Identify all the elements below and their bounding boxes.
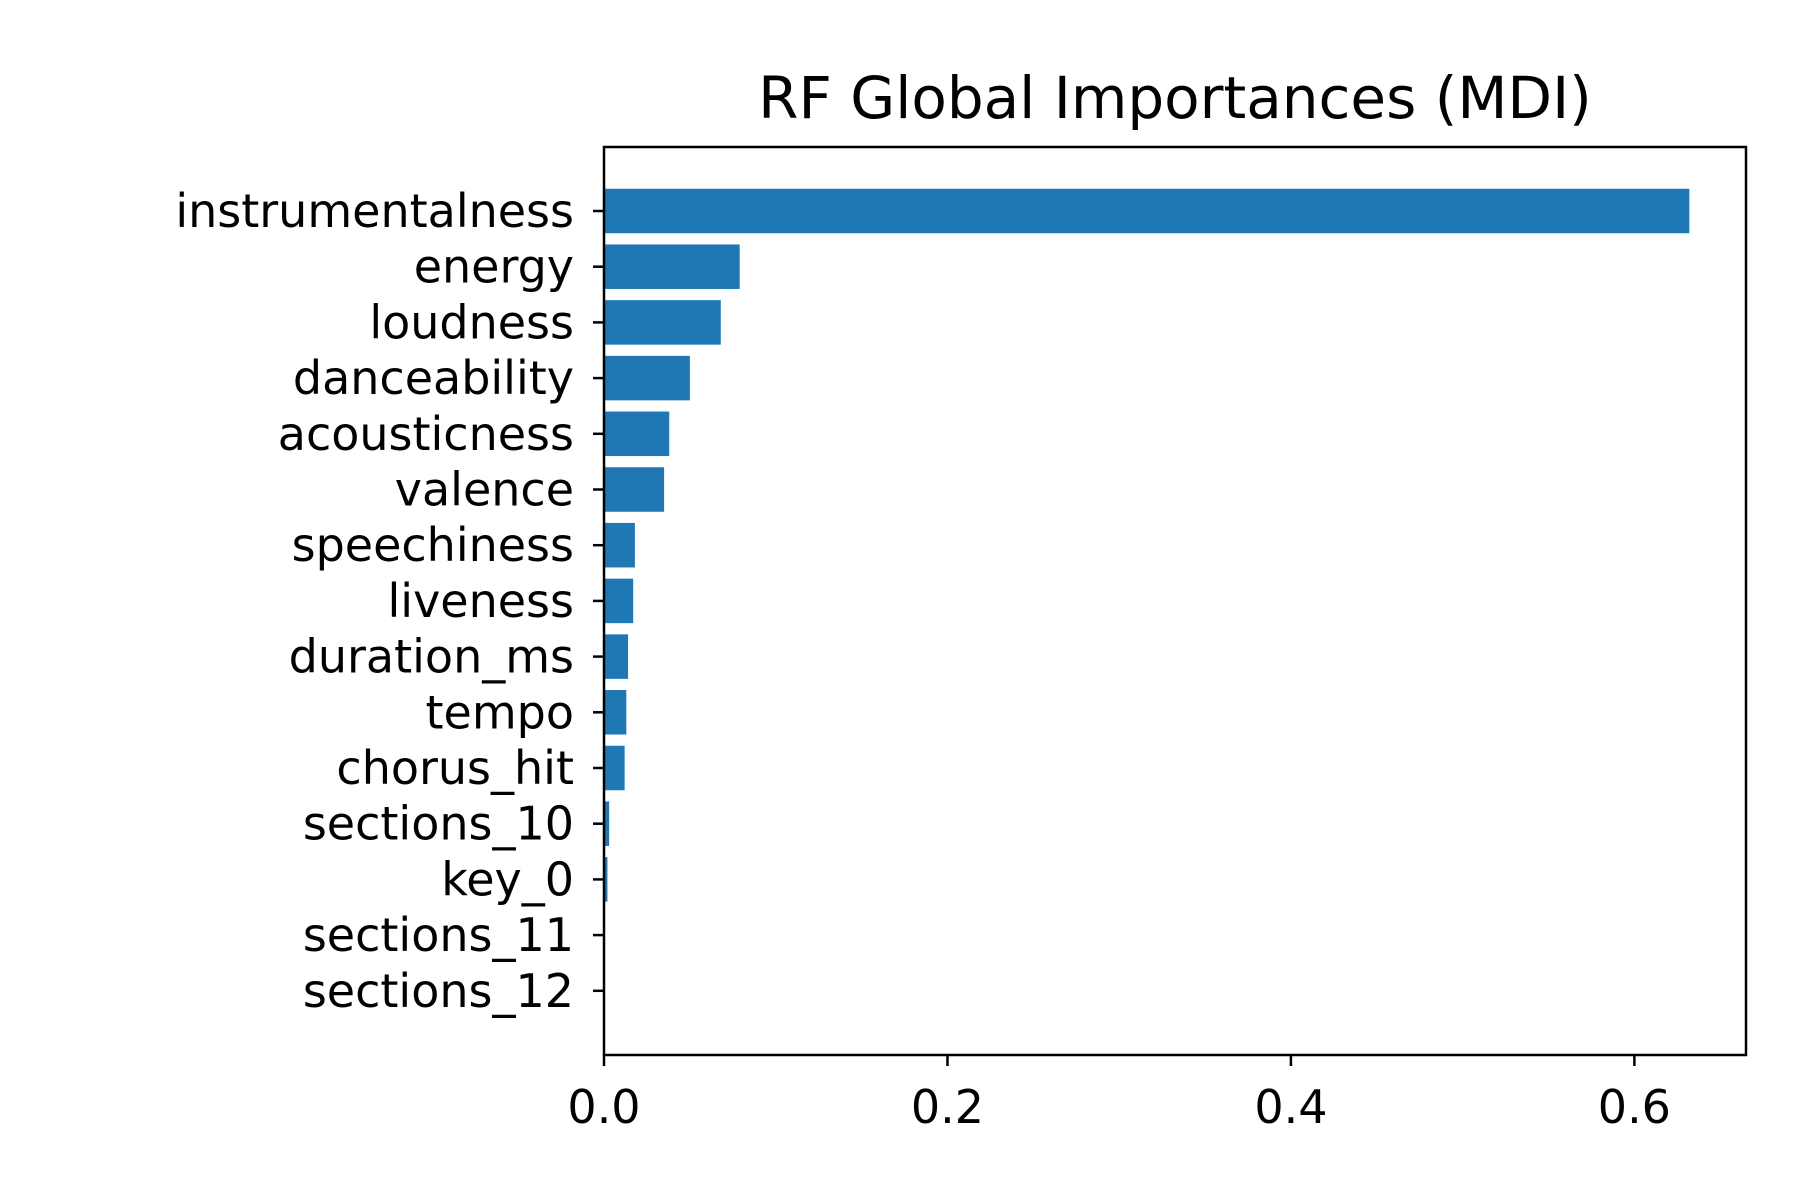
y-tick-label: speechiness	[292, 518, 574, 572]
y-tick-label: energy	[414, 240, 574, 294]
y-tick-label: liveness	[388, 574, 574, 628]
y-tick-label: acousticness	[278, 407, 574, 461]
y-tick-label: chorus_hit	[336, 741, 574, 795]
x-axis-ticks: 0.0 0.2 0.4 0.6	[567, 1055, 1671, 1134]
y-tick-label: valence	[395, 463, 574, 517]
bar-tempo	[604, 690, 627, 735]
x-tick-label: 0.4	[1254, 1080, 1327, 1134]
plot-frame	[602, 145, 1748, 1057]
bar-energy	[604, 244, 740, 289]
y-tick-label: key_0	[441, 852, 574, 906]
y-tick-label: instrumentalness	[175, 184, 574, 238]
y-tick-label: sections_12	[303, 964, 574, 1018]
y-tick-label: loudness	[369, 295, 574, 349]
y-tick-label: danceability	[293, 351, 574, 405]
bar-liveness	[604, 578, 634, 624]
bar-sections-10	[604, 801, 610, 846]
bar-speechiness	[604, 522, 635, 568]
bars-layer	[604, 188, 1690, 1014]
bar-loudness	[604, 300, 721, 345]
bar-key-0	[604, 857, 608, 902]
bar-danceability	[604, 355, 690, 401]
bar-duration-ms	[604, 634, 629, 679]
x-tick-label: 0.2	[911, 1080, 984, 1134]
y-tick-label: tempo	[426, 685, 575, 739]
chart-title: RF Global Importances (MDI)	[758, 64, 1592, 132]
bar-chorus-hit	[604, 745, 625, 791]
bar-acousticness	[604, 411, 670, 457]
x-tick-label: 0.6	[1598, 1080, 1671, 1134]
y-axis-ticks: instrumentalnessenergyloudnessdanceabili…	[175, 184, 604, 1018]
bar-instrumentalness	[604, 188, 1690, 234]
x-tick-label: 0.0	[567, 1080, 640, 1134]
y-tick-label: duration_ms	[289, 630, 574, 684]
y-tick-label: sections_10	[303, 797, 574, 851]
bar-valence	[604, 467, 665, 512]
y-tick-label: sections_11	[303, 908, 574, 962]
